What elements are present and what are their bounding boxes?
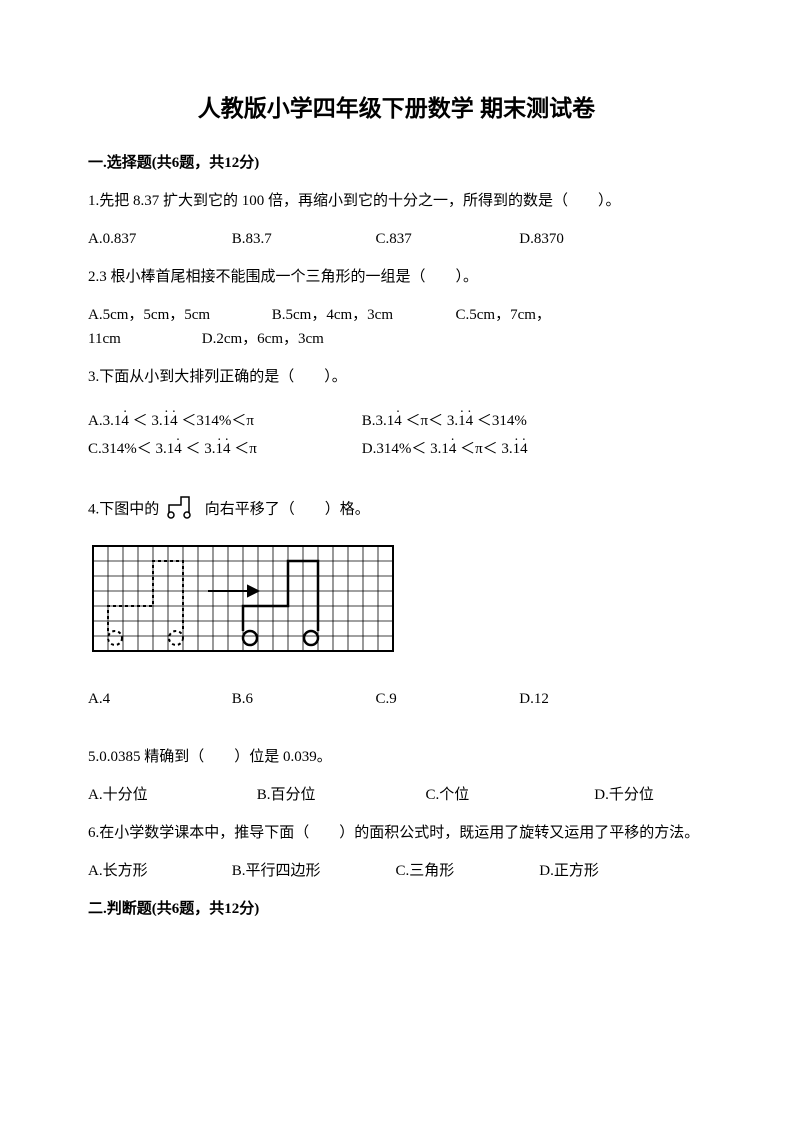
q4-opt-d: D.12: [519, 687, 619, 711]
page-title: 人教版小学四年级下册数学 期末测试卷: [88, 90, 705, 127]
q6-opt-c: C.三角形: [396, 859, 536, 883]
section-2-header: 二.判断题(共6题，共12分): [88, 897, 705, 921]
q4-text: 4.下图中的 向右平移了（ ）格。: [88, 493, 705, 527]
q5-opt-a: A.十分位: [88, 783, 253, 807]
q3-label-b: B.: [362, 413, 376, 429]
q3-label-d: D.: [362, 441, 377, 457]
q1-opt-d: D.8370: [519, 227, 619, 251]
question-1: 1.先把 8.37 扩大到它的 100 倍，再缩小到它的十分之一，所得到的数是（…: [88, 189, 705, 251]
q2-opt-b: B.5cm，4cm，3cm: [272, 303, 452, 327]
question-6: 6.在小学数学课本中，推导下面（ ）的面积公式时，既运用了旋转又运用了平移的方法…: [88, 821, 705, 883]
q6-options: A.长方形 B.平行四边形 C.三角形 D.正方形: [88, 859, 705, 883]
question-4: 4.下图中的 向右平移了（ ）格。: [88, 493, 705, 711]
q6-opt-a: A.长方形: [88, 859, 228, 883]
q6-opt-b: B.平行四边形: [232, 859, 392, 883]
q4-opt-c: C.9: [376, 687, 516, 711]
q6-text: 6.在小学数学课本中，推导下面（ ）的面积公式时，既运用了旋转又运用了平移的方法…: [88, 821, 705, 845]
q3-text: 3.下面从小到大排列正确的是（ ）。: [88, 365, 705, 389]
q5-options: A.十分位 B.百分位 C.个位 D.千分位: [88, 783, 705, 807]
q1-text: 1.先把 8.37 扩大到它的 100 倍，再缩小到它的十分之一，所得到的数是（…: [88, 189, 705, 213]
section-1-header: 一.选择题(共6题，共12分): [88, 151, 705, 175]
question-5: 5.0.0385 精确到（ ）位是 0.039。 A.十分位 B.百分位 C.个…: [88, 745, 705, 807]
q4-text-post: 向右平移了（ ）格。: [205, 501, 370, 517]
q1-options: A.0.837 B.83.7 C.837 D.8370: [88, 227, 705, 251]
q4-opt-a: A.4: [88, 687, 228, 711]
q5-opt-b: B.百分位: [257, 783, 422, 807]
q4-opt-b: B.6: [232, 687, 372, 711]
q2-text: 2.3 根小棒首尾相接不能围成一个三角形的一组是（ ）。: [88, 265, 705, 289]
q3-row-1: A.3.14 ＜ 3.14 ＜314%＜π B.3.14 ＜π＜ 3.14 ＜3…: [88, 409, 705, 433]
q3-row-2: C.314%＜ 3.14 ＜ 3.14 ＜π D.314%＜ 3.14 ＜π＜ …: [88, 437, 705, 461]
q1-opt-b: B.83.7: [232, 227, 372, 251]
q3-opt-b: B.3.14 ＜π＜ 3.14 ＜314%: [362, 409, 632, 433]
q4-grid-figure: [88, 541, 705, 669]
q2-opt-a: A.5cm，5cm，5cm: [88, 303, 268, 327]
q3-opt-a: A.3.14 ＜ 3.14 ＜314%＜π: [88, 409, 358, 433]
question-2: 2.3 根小棒首尾相接不能围成一个三角形的一组是（ ）。 A.5cm，5cm，5…: [88, 265, 705, 351]
q4-text-pre: 4.下图中的: [88, 501, 159, 517]
q2-opt-d: D.2cm，6cm，3cm: [202, 327, 324, 351]
q5-opt-c: C.个位: [426, 783, 591, 807]
cart-small-icon: [165, 493, 199, 527]
q3-opt-d: D.314%＜ 3.14 ＜π＜ 3.14: [362, 437, 632, 461]
q5-opt-d: D.千分位: [594, 783, 694, 807]
q1-opt-c: C.837: [376, 227, 516, 251]
q3-label-c: C.: [88, 441, 102, 457]
q2-opt-c2: 11cm: [88, 327, 198, 351]
question-3: 3.下面从小到大排列正确的是（ ）。 A.3.14 ＜ 3.14 ＜314%＜π…: [88, 365, 705, 479]
q6-opt-d: D.正方形: [539, 859, 639, 883]
q2-options: A.5cm，5cm，5cm B.5cm，4cm，3cm C.5cm，7cm， 1…: [88, 303, 705, 351]
q1-opt-a: A.0.837: [88, 227, 228, 251]
q2-opt-c: C.5cm，7cm，: [456, 303, 551, 327]
q4-options: A.4 B.6 C.9 D.12: [88, 687, 705, 711]
q3-opt-c: C.314%＜ 3.14 ＜ 3.14 ＜π: [88, 437, 358, 461]
q5-text: 5.0.0385 精确到（ ）位是 0.039。: [88, 745, 705, 769]
q3-label-a: A.: [88, 413, 103, 429]
